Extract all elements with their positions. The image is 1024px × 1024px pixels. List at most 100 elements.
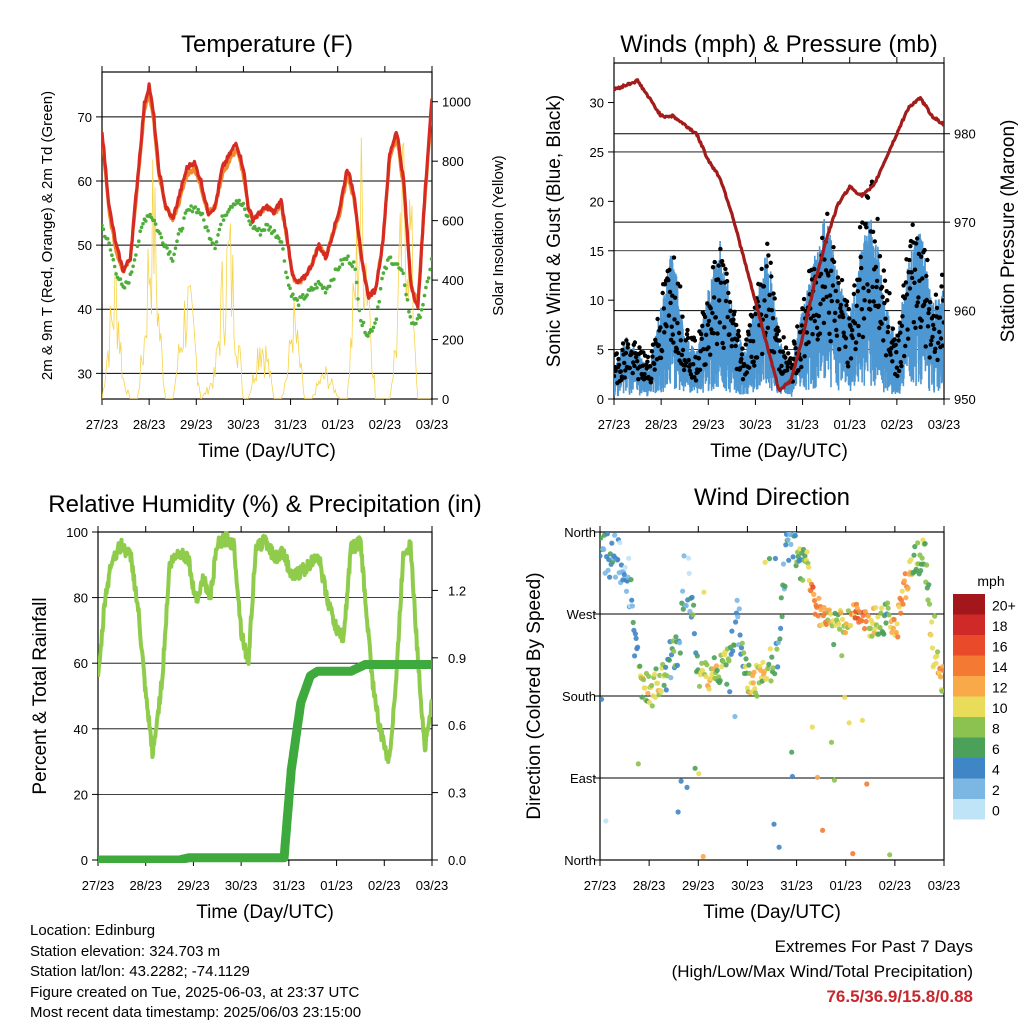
dewpoint-point (180, 226, 185, 231)
wind-gust-point (857, 225, 863, 230)
wind-gust-point (850, 328, 855, 333)
direction-point (723, 662, 729, 668)
direction-point (691, 602, 697, 608)
wind-gust-point (826, 310, 832, 315)
dewpoint-point (281, 247, 285, 251)
direction-point (646, 673, 652, 680)
wind-gust-point (769, 274, 774, 279)
dewpoint-point (366, 334, 370, 338)
direction-point (654, 680, 661, 686)
wind-gust-point (614, 373, 617, 379)
wind-gust-point (702, 314, 708, 320)
wind-gust-point (896, 338, 901, 343)
direction-point (694, 653, 700, 659)
wind-gust-point (890, 326, 896, 331)
wind-gust-point (716, 263, 721, 268)
speed-legend-swatch (953, 758, 985, 779)
direction-point (629, 597, 635, 603)
dewpoint-point (127, 281, 131, 285)
dewpoint-point (189, 204, 193, 208)
dewpoint-point (405, 298, 410, 302)
winds-y2tick-label: 970 (954, 215, 976, 230)
direction-point (696, 683, 703, 689)
dewpoint-point (108, 248, 113, 252)
direction-point (933, 660, 939, 666)
wind-gust-point (845, 360, 850, 365)
speed-legend-title: mph (977, 573, 1004, 589)
dewpoint-point (284, 270, 288, 275)
direction-point (932, 613, 938, 619)
direction-point (632, 631, 639, 637)
dewpoint-point (370, 329, 374, 333)
humidity-y2tick-label: 0.6 (448, 718, 466, 733)
wind-gust-point (642, 372, 647, 377)
wind-gust-point (722, 325, 727, 330)
direction-point (677, 640, 683, 646)
dewpoint-point (327, 284, 332, 289)
wind-gust-point (859, 307, 864, 312)
direction-point (684, 784, 690, 791)
wind-gust-point (648, 364, 653, 369)
wind-gust-point (771, 291, 776, 296)
dewpoint-point (313, 282, 318, 287)
wind-gust-point (861, 285, 866, 291)
temperature-y2tick-label: 400 (442, 273, 464, 288)
direction-point (883, 620, 889, 626)
wind-gust-point (904, 292, 910, 297)
dewpoint-point (233, 202, 237, 207)
wind-gust-point (701, 347, 706, 352)
dewpoint-point (360, 323, 365, 328)
wind-gust-point (672, 295, 678, 300)
wind-gust-point (696, 356, 702, 361)
direction-point (752, 686, 758, 692)
direction-point (649, 682, 655, 689)
dewpoint-point (112, 264, 117, 269)
direction-point (766, 556, 773, 562)
dewpoint-point (429, 257, 432, 261)
wind-gust-point (740, 346, 745, 351)
dewpoint-point (131, 264, 135, 269)
speed-legend-label: 10 (992, 700, 1008, 716)
direction-point (936, 669, 942, 676)
humidity-ylabel-left: Percent & Total Rainfall (30, 597, 51, 794)
wind-gust-point (618, 369, 623, 374)
direction-point (775, 664, 781, 670)
dewpoint-point (137, 239, 141, 243)
direction-point (629, 603, 636, 609)
wind-gust-point (821, 320, 827, 326)
direction-point (646, 699, 653, 706)
dewpoint-point (122, 286, 127, 290)
wind-gust-point (793, 346, 798, 351)
wind-gust-point (830, 283, 836, 288)
dewpoint-point (295, 298, 300, 302)
wind-gust-point (614, 368, 618, 373)
wind-gust-point (926, 310, 931, 316)
wind-gust-point (653, 337, 658, 342)
wind-gust-point (926, 307, 932, 312)
wind-gust-point (721, 345, 726, 350)
direction-point (826, 607, 832, 613)
wind-gust-point (738, 365, 743, 371)
winds-xtick-label: 31/23 (786, 417, 819, 432)
dewpoint-point (404, 292, 408, 297)
humidity-xtick-label: 28/23 (129, 878, 162, 893)
speed-legend-swatch (953, 799, 985, 820)
wind-gust-point (870, 284, 875, 290)
direction-point (731, 642, 737, 648)
dewpoint-point (219, 222, 223, 227)
wind-gust-point (767, 292, 772, 298)
wind-gust-point (899, 323, 905, 328)
direction-point (919, 555, 925, 561)
wind-gust-point (662, 330, 667, 335)
direction-point (706, 686, 712, 692)
humidity-xtick-label: 03/23 (416, 878, 449, 893)
direction-point (859, 618, 865, 624)
direction-point (687, 608, 693, 615)
winds-ytick-label: 30 (590, 96, 604, 111)
dewpoint-point (353, 267, 358, 272)
winds-ytick-label: 5 (597, 343, 604, 358)
wind-gust-point (783, 345, 789, 350)
wind-gust-point (749, 314, 755, 319)
direction-point (690, 612, 696, 618)
wind-gust-point (674, 347, 679, 352)
